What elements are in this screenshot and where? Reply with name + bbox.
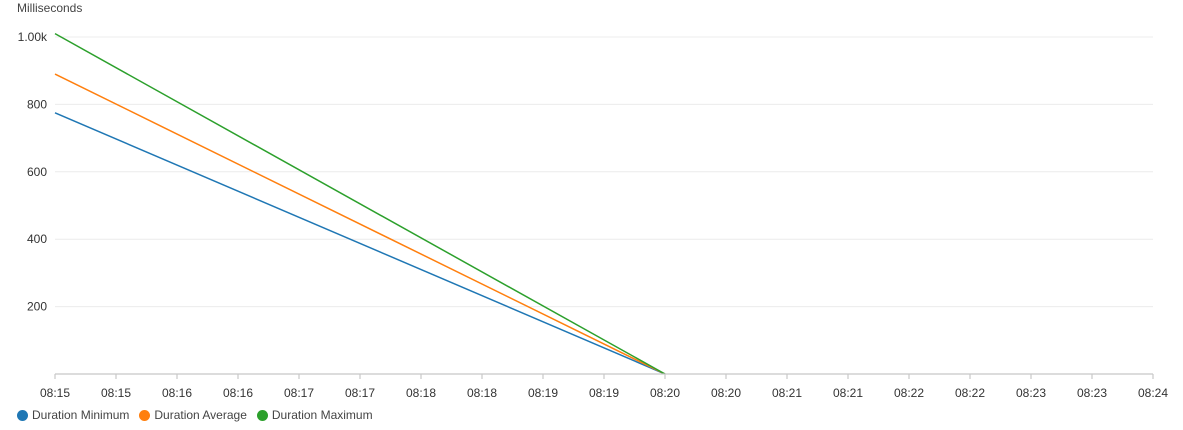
x-tick-label: 08:16: [162, 386, 192, 400]
legend-swatch: [256, 409, 268, 421]
series-line-duration-minimum[interactable]: [54, 112, 666, 375]
legend-item-duration-average[interactable]: Duration Average: [139, 408, 247, 422]
series-line-duration-maximum[interactable]: [54, 32, 666, 375]
y-tick-label: 200: [27, 300, 47, 314]
legend-item-duration-minimum[interactable]: Duration Minimum: [17, 408, 129, 422]
x-tick-label: 08:20: [711, 386, 741, 400]
x-tick-label: 08:20: [650, 386, 680, 400]
line-chart: 200 400 600 800 1.00k 08:15 08:15 08:16 08:16 08:…: [18, 30, 1169, 400]
x-tick-label: 08:19: [589, 386, 619, 400]
y-tick-label: 400: [27, 232, 47, 246]
x-tick-label: 08:24: [1138, 386, 1168, 400]
legend-label: Duration Minimum: [32, 408, 130, 422]
y-tick-label: 600: [27, 165, 47, 179]
x-tick-label: 08:15: [40, 386, 70, 400]
x-tick-label: 08:23: [1016, 386, 1046, 400]
series-line-duration-average[interactable]: [54, 73, 666, 375]
x-tick-label: 08:22: [894, 386, 924, 400]
x-tick-label: 08:17: [345, 386, 375, 400]
legend: Duration Minimum Duration Average Duration…: [17, 408, 373, 422]
x-tick-label: 08:18: [406, 386, 436, 400]
y-tick-label: 800: [27, 97, 47, 111]
x-tick-label: 08:19: [528, 386, 558, 400]
legend-swatch: [139, 409, 151, 421]
legend-item-duration-maximum[interactable]: Duration Maximum: [256, 408, 373, 422]
x-tick-label: 08:16: [223, 386, 253, 400]
x-tick-label: 08:18: [467, 386, 497, 400]
x-tick-label: 08:15: [101, 386, 131, 400]
legend-label: Duration Maximum: [271, 408, 373, 422]
x-tick-label: 08:21: [833, 386, 863, 400]
x-tick-label: 08:17: [284, 386, 314, 400]
x-tick-label: 08:22: [955, 386, 985, 400]
y-tick-label: 1.00k: [18, 30, 48, 44]
x-tick-label: 08:23: [1077, 386, 1107, 400]
y-axis-label: Milliseconds: [17, 1, 83, 15]
legend-label: Duration Average: [154, 408, 247, 422]
legend-swatch: [17, 409, 28, 421]
x-tick-label: 08:21: [772, 386, 802, 400]
